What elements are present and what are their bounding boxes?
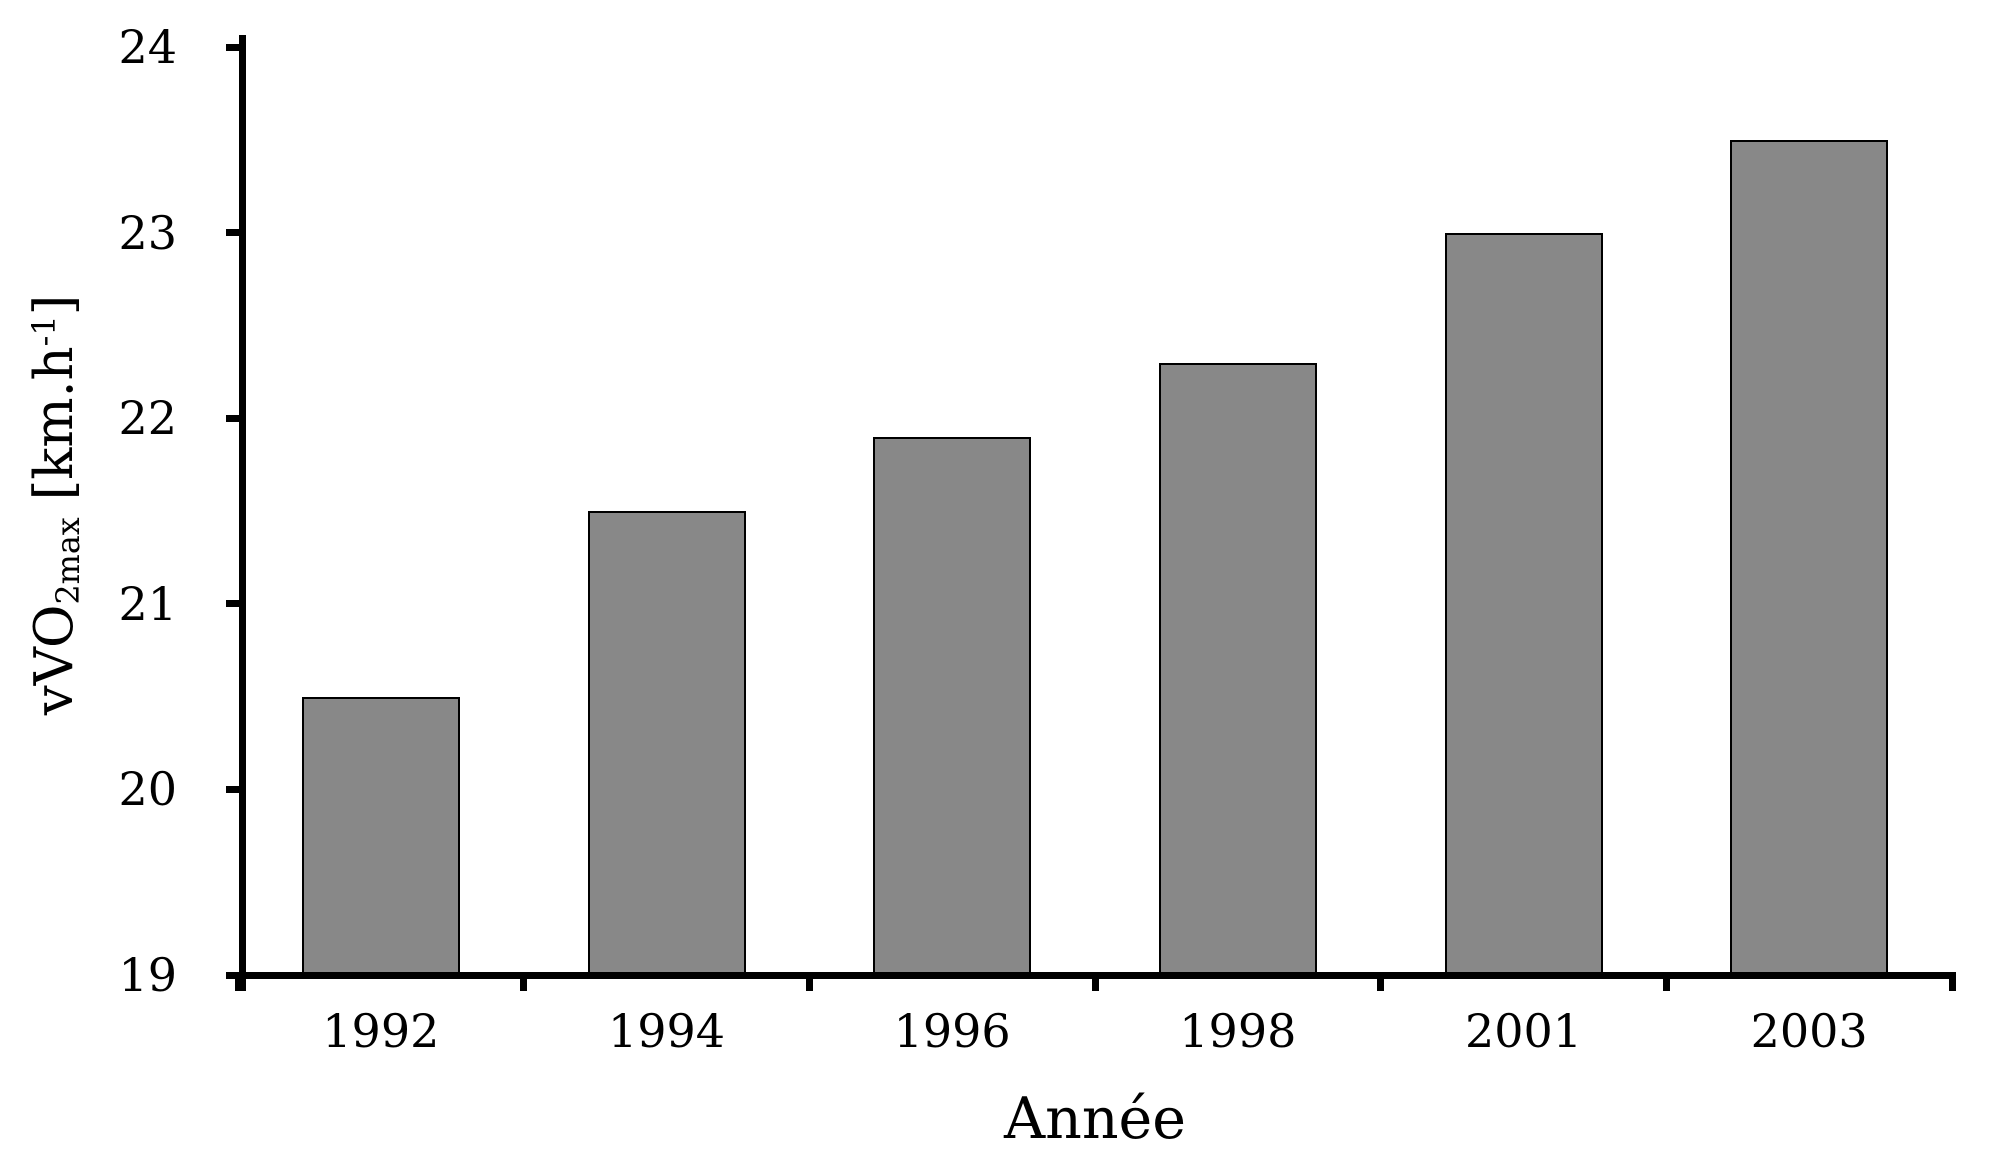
bar-1992 (301, 696, 460, 978)
y-tick-label: 24 (118, 20, 177, 74)
x-tick-mark (1377, 972, 1385, 991)
x-tick-label: 2001 (1464, 1004, 1583, 1058)
x-tick-mark (1948, 972, 1956, 991)
x-tick-label: 2003 (1750, 1004, 1868, 1058)
y-tick-mark (225, 785, 242, 793)
x-tick-mark (1662, 972, 1670, 991)
y-tick-label: 22 (118, 391, 177, 446)
y-tick-label: 19 (118, 948, 177, 1002)
y-tick-mark (225, 600, 242, 608)
y-tick-mark (225, 971, 242, 979)
bar-1998 (1158, 362, 1317, 978)
y-axis-line (238, 35, 246, 991)
y-tick-label: 21 (118, 576, 177, 631)
y-tick-label: 20 (118, 762, 177, 817)
y-tick-mark (225, 414, 242, 422)
bar-1996 (873, 436, 1032, 978)
x-tick-mark (520, 972, 528, 991)
x-tick-label: 1998 (1179, 1004, 1297, 1058)
x-tick-label: 1996 (893, 1004, 1011, 1058)
bar-1994 (587, 511, 746, 978)
bar-2003 (1730, 139, 1889, 978)
x-tick-label: 1992 (322, 1004, 440, 1058)
y-tick-mark (225, 229, 242, 237)
x-tick-mark (805, 972, 813, 991)
x-axis-title: Année (1003, 1086, 1187, 1150)
x-tick-label: 1994 (607, 1004, 726, 1058)
x-tick-mark (234, 972, 242, 991)
bar-2001 (1444, 232, 1603, 978)
y-tick-label: 23 (118, 205, 177, 260)
y-tick-mark (225, 43, 242, 51)
x-tick-mark (1091, 972, 1099, 991)
x-axis-line (234, 971, 1956, 979)
